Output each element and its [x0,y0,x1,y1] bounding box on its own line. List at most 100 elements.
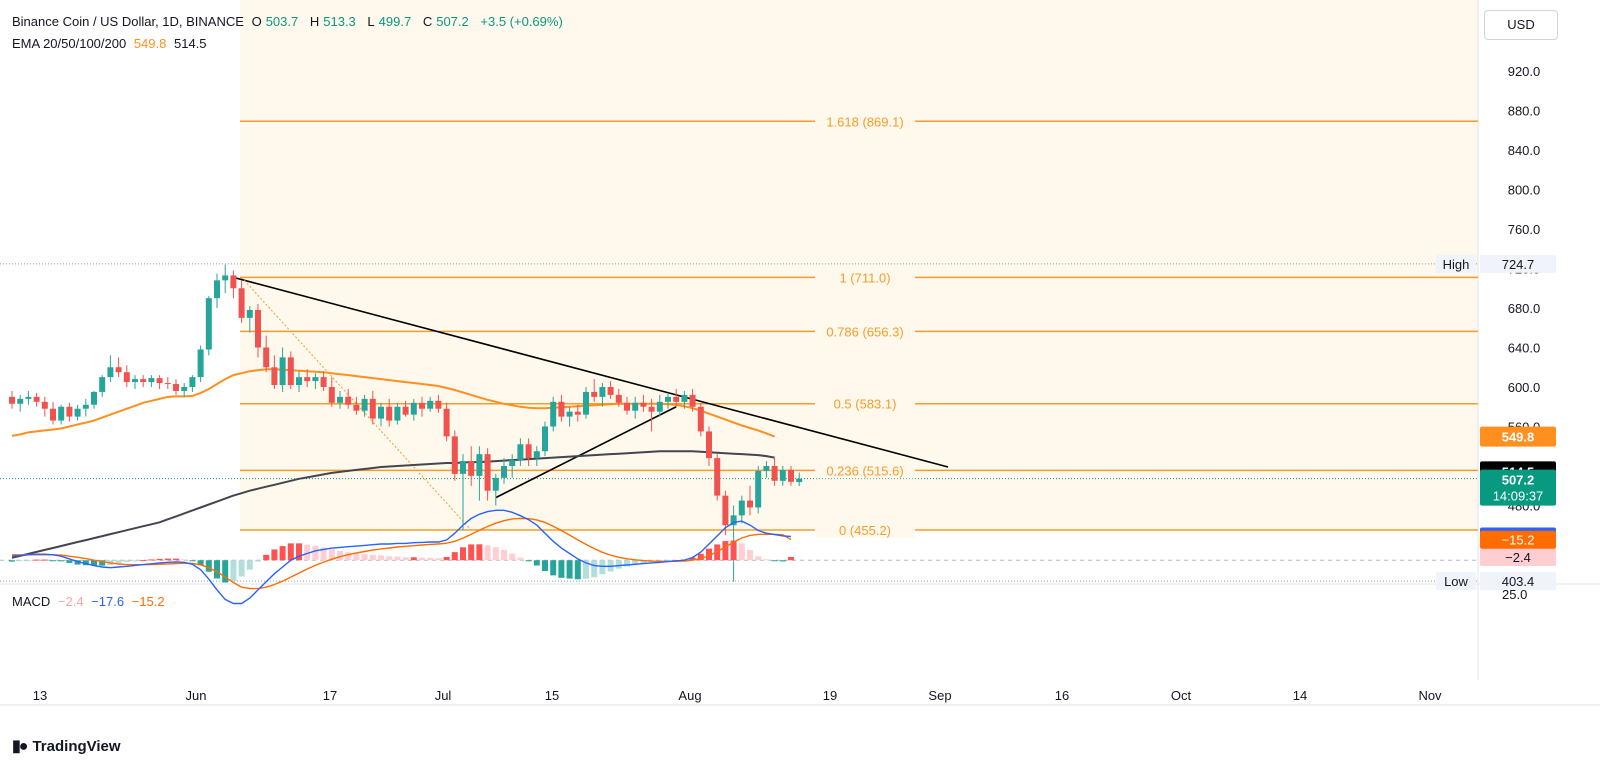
candle-body [542,426,548,452]
macd-histogram-bar [246,560,253,570]
macd-histogram-bar [763,559,770,561]
candle-body [779,469,786,481]
candle-body [583,391,589,415]
candle-body [328,387,335,403]
macd-histogram-bar [271,549,278,561]
price-tick-label: 800.0 [1508,183,1541,198]
candle-body [361,398,368,411]
macd-histogram-bar [25,560,32,562]
macd-histogram-bar [140,560,147,562]
candle-body [640,402,647,407]
candle-body [132,379,138,383]
candle-body [533,451,540,459]
close-value: 507.2 [436,14,469,29]
candle-body [66,406,73,417]
price-tick-label: 640.0 [1508,341,1541,356]
price-tick-label: 880.0 [1508,104,1541,119]
fib-label-bg [815,521,915,538]
macd-histogram-bar [599,560,606,575]
candle-body [386,406,393,421]
candle-body [41,401,48,409]
brand-name: TradingView [32,737,121,755]
fib-level-label: 0.5 (583.1) [834,397,897,412]
candle-body [123,372,130,383]
axis-marker-label-bg [1436,572,1476,591]
macd-histogram-bar [353,553,360,561]
candle-body [484,454,491,491]
candle-body [788,469,794,482]
tradingview-logo[interactable]: ▮● TradingView [12,736,121,756]
candle-body [91,391,97,405]
macd-histogram-bar [517,557,524,561]
fib-label-bg [815,269,915,286]
candle-body [181,387,188,391]
macd-histogram-bar [173,558,179,561]
candle-body [591,391,598,397]
ema-orange-line [11,368,775,438]
macd-histogram-bar [419,557,425,561]
macd-histogram-bar [238,560,245,577]
axis-marker-value: 403.4 [1502,574,1535,589]
candle-body [697,406,704,432]
candle-body [17,398,24,404]
price-tag-last-text: 507.2 [1502,473,1535,488]
time-tick-label: 17 [323,688,337,703]
macd-histogram-bar [427,557,434,561]
change-value: +3.5 (+0.69%) [480,14,563,29]
macd-histogram-bar [255,560,261,562]
candle-body [296,377,302,386]
macd-signal-tag-bg [1480,530,1556,549]
macd-histogram-bar [9,560,15,562]
price-tick-label: 680.0 [1508,301,1541,316]
macd-histogram-bar [402,557,409,561]
candle-body [82,404,89,409]
candle-body [476,454,483,476]
macd-histogram-bar [197,560,204,566]
candle-body [673,396,680,402]
candle-body [755,470,762,508]
macd-histogram-bar [58,560,65,562]
candle-body [230,275,237,289]
macd-line [11,509,792,605]
candle-body [419,402,425,409]
candle-body [410,402,417,415]
fib-label-bg [815,113,915,130]
fib-zone [240,0,1478,530]
macd-tick-label: 25.0 [1502,587,1527,602]
candle-body [287,357,294,386]
fib-level-label: 0.236 (515.6) [826,463,903,478]
macd-histogram-bar [632,560,639,565]
macd-histogram-bar [747,549,753,561]
currency-button[interactable]: USD [1484,10,1558,40]
macd-histogram-bar [115,560,122,564]
macd-histogram-bar [181,559,188,561]
candle-body [624,402,630,411]
candle-body [648,406,655,412]
ema-label: EMA 20/50/100/200 [12,36,127,51]
macd-histogram-bar [304,544,311,561]
macd-histogram-bar [542,560,548,572]
candle-body [156,378,163,384]
close-label: C [422,14,433,29]
macd-histogram-bar [550,560,557,576]
candle-body [164,383,171,385]
time-tick-label: 13 [33,688,47,703]
candle-body [427,400,434,409]
candle-body [689,394,696,407]
axis-marker-label-bg [1436,254,1476,273]
time-tick-label: 19 [823,688,837,703]
macd-histogram-bar [337,550,343,561]
candle-body [115,367,122,373]
candle-body [173,384,179,391]
price-tag-countdown: 14:09:37 [1493,489,1544,504]
macd-histogram-bar [74,560,81,565]
macd-histogram-bar [328,549,335,561]
macd-histogram-bar [689,557,696,561]
candle-body [378,406,384,419]
candle-body [517,444,524,461]
macd-histogram-bar [566,560,573,579]
candle-body [501,466,507,478]
candle-body [107,367,114,378]
candle-body [796,478,803,483]
